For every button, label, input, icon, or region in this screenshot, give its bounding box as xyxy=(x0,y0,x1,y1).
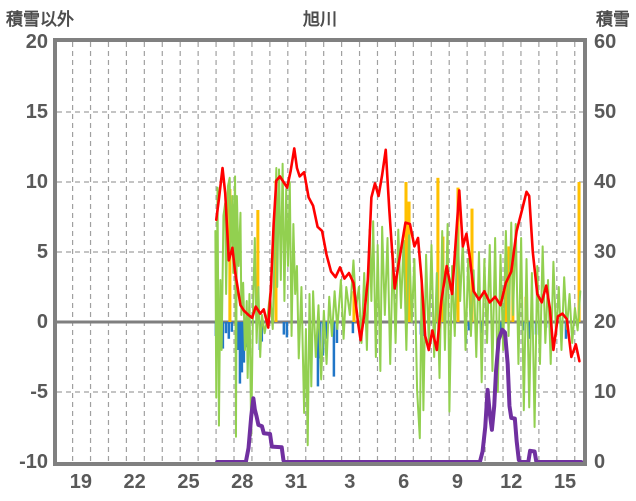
axis-tick-label: 5 xyxy=(36,241,48,263)
axis-tick-label: 0 xyxy=(594,451,606,473)
axis-tick-label: 40 xyxy=(594,171,617,193)
axis-tick-label: 0 xyxy=(36,311,48,333)
blue-bars-bar xyxy=(224,322,228,334)
axis-tick-label: 20 xyxy=(25,31,48,53)
blue-bars-bar xyxy=(221,322,225,349)
purple-line xyxy=(215,327,583,462)
blue-bars-bar xyxy=(236,322,240,350)
green-line xyxy=(214,162,582,447)
blue-bars-bar xyxy=(564,322,568,339)
blue-bars-bar xyxy=(285,322,289,338)
axis-tick-label: 22 xyxy=(123,471,146,493)
blue-bars-bar xyxy=(240,322,244,373)
orange-bars-bar xyxy=(504,257,508,322)
orange-bars-bar xyxy=(256,210,260,322)
axis-tick-label: 25 xyxy=(177,471,200,493)
axis-tick-label: 3 xyxy=(344,471,356,493)
orange-bars-bar xyxy=(404,182,408,322)
axis-tick-label: 15 xyxy=(553,471,577,493)
axis-tick-label: 10 xyxy=(25,171,48,193)
blue-bars-bar xyxy=(227,322,231,339)
chart-title: 旭川 xyxy=(303,10,337,29)
axis-tick-label: 31 xyxy=(284,471,308,493)
axis-tick-label: 60 xyxy=(594,31,617,53)
axis-tick-label: 19 xyxy=(69,471,92,493)
blue-bars-bar xyxy=(335,322,339,343)
orange-bars-bar xyxy=(352,291,356,322)
left-axis-title: 積雪以外 xyxy=(6,10,74,29)
blue-bars-bar xyxy=(282,322,286,335)
blue-bars-bar xyxy=(238,322,242,384)
axis-tick-label: 30 xyxy=(594,241,617,263)
orange-bars-bar xyxy=(436,177,440,322)
plot-area xyxy=(53,38,587,466)
axis-tick-label: 9 xyxy=(451,471,464,493)
axis-tick-label: 6 xyxy=(398,471,410,493)
blue-bars-bar xyxy=(332,322,336,377)
blue-bars-bar xyxy=(351,322,355,334)
axis-tick-label: 28 xyxy=(231,471,254,493)
blue-bars-bar xyxy=(324,322,328,339)
axis-tick-label: 12 xyxy=(500,471,523,493)
axis-tick-label: 50 xyxy=(594,101,617,123)
blue-bars-bar xyxy=(316,322,320,387)
chart-canvas xyxy=(57,42,583,462)
axis-tick-label: -5 xyxy=(30,381,48,403)
blue-bars-bar xyxy=(527,322,531,339)
right-axis-title: 積雪 xyxy=(596,10,630,29)
blue-bars-bar xyxy=(230,322,234,332)
axis-tick-label: 15 xyxy=(25,101,48,123)
orange-bars-bar xyxy=(577,182,581,322)
axis-tick-label: -10 xyxy=(19,451,48,473)
axis-tick-label: 20 xyxy=(594,311,617,333)
axis-tick-label: 10 xyxy=(594,381,617,403)
blue-bars-bar xyxy=(467,322,471,331)
red-line xyxy=(214,147,581,363)
